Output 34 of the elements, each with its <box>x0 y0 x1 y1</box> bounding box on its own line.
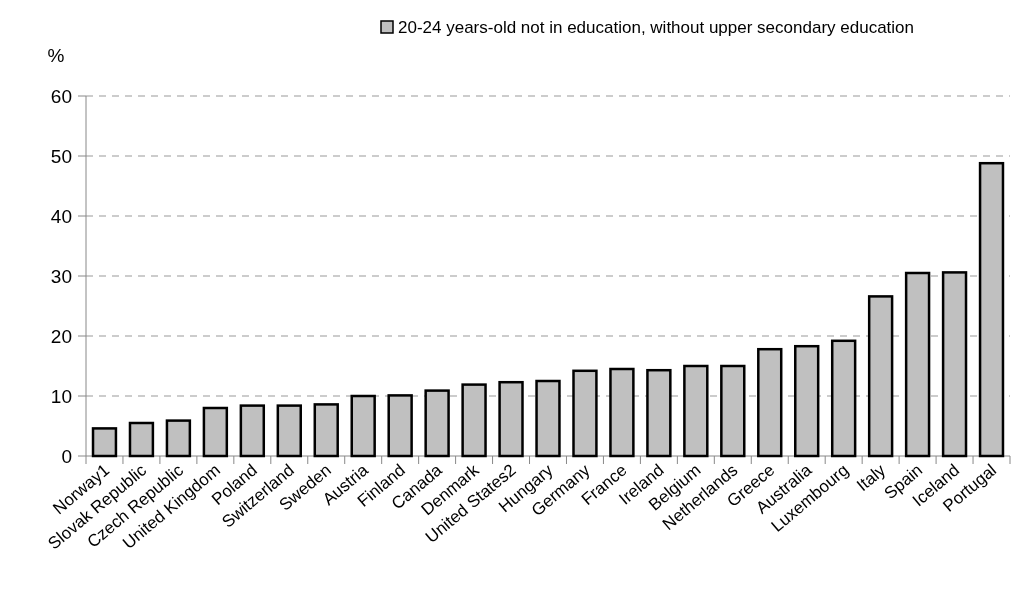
bar <box>461 383 487 458</box>
bar <box>867 295 894 458</box>
bar <box>350 394 376 458</box>
bar <box>202 406 229 458</box>
bar <box>794 344 820 458</box>
y-tick-label: 20 <box>50 325 72 347</box>
y-axis-title: % <box>47 45 65 66</box>
y-tick-label: 0 <box>61 445 72 467</box>
bar <box>165 419 192 458</box>
bar <box>978 161 1005 458</box>
y-tick-label: 30 <box>50 265 72 287</box>
bar <box>941 271 968 458</box>
bar <box>646 368 672 458</box>
bar <box>424 389 450 458</box>
bar <box>757 347 783 458</box>
y-tick-label: 10 <box>50 385 72 407</box>
bar <box>276 404 302 458</box>
bar <box>683 364 709 458</box>
bar <box>313 403 339 458</box>
bar <box>239 404 266 458</box>
bar <box>91 427 118 458</box>
bar <box>572 369 598 458</box>
y-tick-label: 50 <box>50 145 72 167</box>
bar <box>387 394 413 458</box>
bar <box>535 379 561 458</box>
bar <box>498 380 524 458</box>
bar <box>720 364 746 458</box>
legend-label: 20-24 years-old not in education, without upper secondary education <box>398 17 915 37</box>
bar <box>904 271 931 458</box>
bar <box>609 367 635 458</box>
y-tick-label: 60 <box>50 85 72 107</box>
y-tick-label: 40 <box>50 205 72 227</box>
bar <box>830 339 857 458</box>
bar <box>128 421 155 458</box>
